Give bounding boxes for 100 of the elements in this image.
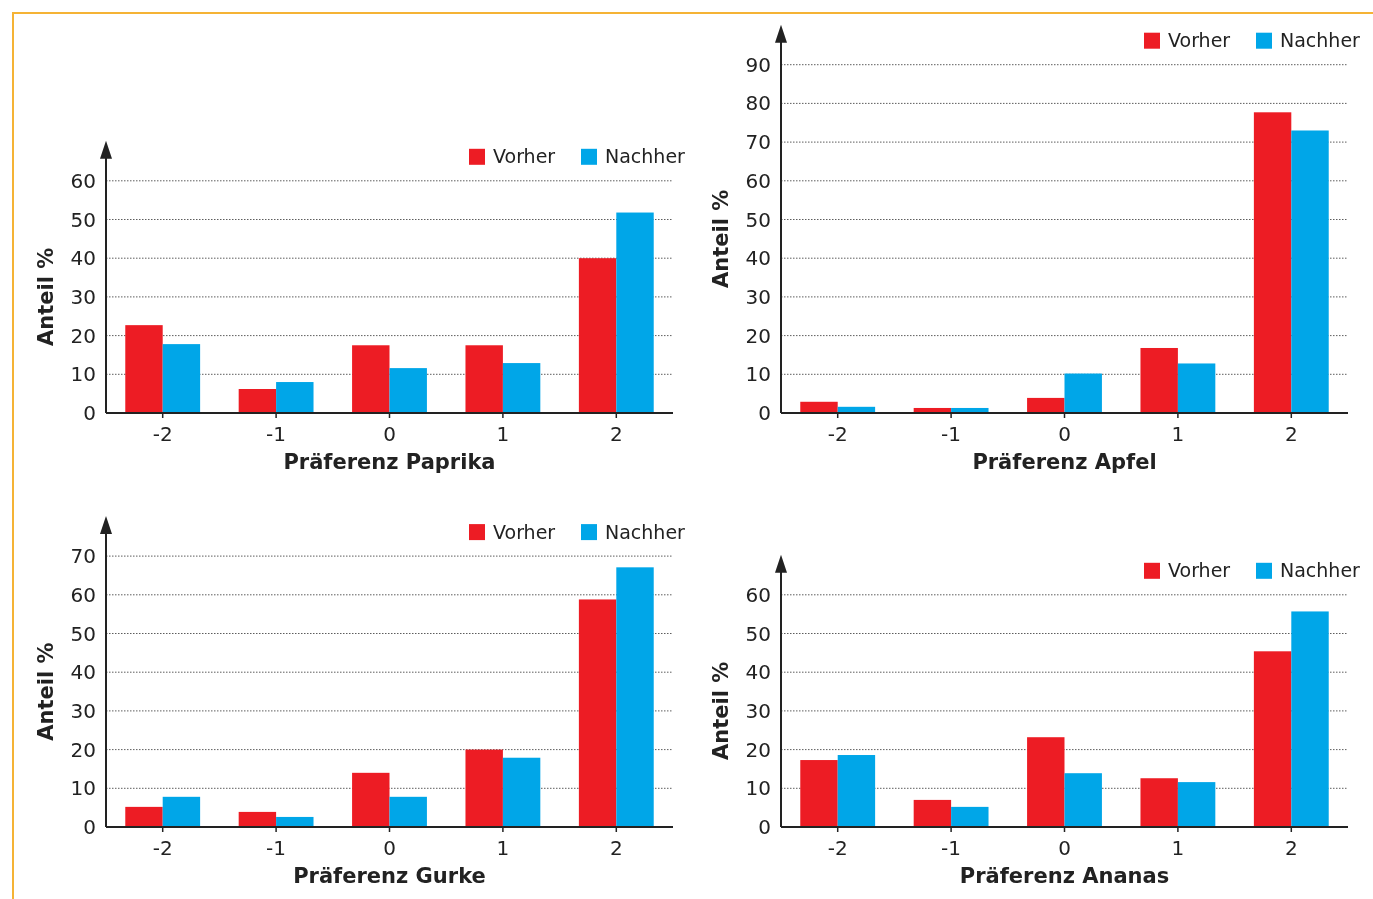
y-tick-label: 60 <box>745 168 771 193</box>
x-tick-label: -2 <box>827 422 848 446</box>
bar <box>162 344 201 413</box>
bar <box>1253 112 1292 413</box>
y-tick-label: 50 <box>745 207 771 232</box>
y-tick-label: 0 <box>83 815 96 839</box>
y-tick-label: 50 <box>70 207 96 232</box>
legend-label: Nachher <box>605 145 686 168</box>
x-tick-label: -1 <box>941 836 962 860</box>
x-tick-label: 0 <box>1058 836 1071 860</box>
bar <box>1291 611 1329 827</box>
y-tick-label: 10 <box>745 776 771 801</box>
y-tick-label: 50 <box>745 621 771 646</box>
bar <box>837 755 876 827</box>
x-tick-label: 2 <box>609 422 623 446</box>
x-tick-label: -1 <box>941 422 962 446</box>
x-axis-title: Präferenz Gurke <box>293 864 486 888</box>
x-tick-label: 1 <box>496 422 510 446</box>
bar <box>238 389 277 413</box>
y-axis-title: Anteil % <box>709 189 733 288</box>
legend-label: Vorher <box>1168 559 1231 582</box>
y-tick-label: 60 <box>70 168 96 193</box>
bar <box>502 757 541 827</box>
legend-label: Nachher <box>1280 559 1361 582</box>
bar <box>800 760 838 827</box>
bar <box>238 811 277 827</box>
x-tick-label: 0 <box>383 836 396 860</box>
y-tick-label: 40 <box>70 246 96 271</box>
y-tick-label: 20 <box>70 737 96 762</box>
bar <box>1140 778 1178 827</box>
y-tick-label: 70 <box>70 544 96 569</box>
y-axis-title: Anteil % <box>709 661 733 761</box>
legend-label: Vorher <box>493 145 556 168</box>
y-tick-label: 20 <box>70 323 96 348</box>
x-tick-label: -1 <box>266 836 287 860</box>
y-tick-label: 30 <box>70 284 96 309</box>
y-tick-label: 20 <box>745 323 771 348</box>
bar <box>465 749 503 827</box>
y-tick-label: 10 <box>745 362 771 387</box>
y-axis-title: Anteil % <box>34 642 58 741</box>
bar <box>1064 773 1102 827</box>
x-tick-label: 1 <box>1171 836 1185 860</box>
x-axis-title: Präferenz Apfel <box>972 450 1157 474</box>
x-tick-label: 2 <box>609 836 623 860</box>
y-tick-label: 50 <box>70 621 96 646</box>
bar <box>465 345 503 413</box>
bar <box>1291 130 1329 413</box>
x-tick-label: -2 <box>152 836 173 860</box>
bar <box>616 212 654 413</box>
x-tick-label: 2 <box>1284 422 1298 446</box>
y-tick-label: 40 <box>70 660 96 685</box>
bar <box>389 368 427 413</box>
legend-label: Nachher <box>605 520 686 543</box>
y-tick-label: 10 <box>70 362 96 387</box>
bar <box>125 806 163 827</box>
bar <box>162 796 201 827</box>
bar <box>578 258 617 413</box>
x-tick-label: -2 <box>152 422 173 446</box>
bar <box>1177 363 1216 413</box>
bar <box>1064 373 1102 413</box>
x-axis-title: Präferenz Paprika <box>283 450 496 474</box>
y-tick-label: 0 <box>758 815 771 839</box>
y-tick-label: 20 <box>745 737 771 762</box>
y-tick-label: 60 <box>70 582 96 607</box>
legend-label: Nachher <box>1280 29 1361 52</box>
x-tick-label: 0 <box>383 422 396 446</box>
bar <box>502 363 541 413</box>
y-tick-label: 60 <box>745 582 771 607</box>
y-tick-label: 0 <box>83 401 96 425</box>
bar <box>578 599 617 827</box>
y-tick-label: 30 <box>745 698 771 723</box>
y-tick-label: 0 <box>758 401 771 425</box>
bar <box>1177 782 1216 827</box>
legend-label: Vorher <box>1168 29 1231 52</box>
y-tick-label: 30 <box>70 698 96 723</box>
bar <box>352 345 390 413</box>
bar <box>389 796 427 827</box>
bar <box>1027 397 1065 413</box>
bar <box>913 799 952 827</box>
bar <box>352 772 390 827</box>
y-tick-label: 90 <box>745 52 771 77</box>
y-tick-label: 80 <box>745 91 771 116</box>
bar <box>951 806 989 827</box>
y-tick-label: 40 <box>745 246 771 271</box>
bar <box>125 325 163 413</box>
bar <box>276 382 314 413</box>
x-axis-title: Präferenz Ananas <box>959 864 1170 888</box>
bar <box>800 401 838 413</box>
x-tick-label: 0 <box>1058 422 1071 446</box>
x-tick-label: 1 <box>496 836 510 860</box>
bar <box>1253 651 1292 827</box>
bar <box>1027 737 1065 827</box>
x-tick-label: -1 <box>266 422 287 446</box>
legend-label: Vorher <box>493 520 556 543</box>
y-tick-label: 70 <box>745 130 771 155</box>
bar <box>616 567 654 827</box>
bar <box>1140 347 1178 413</box>
x-tick-label: 1 <box>1171 422 1185 446</box>
x-tick-label: 2 <box>1284 836 1298 860</box>
bar <box>276 816 314 827</box>
